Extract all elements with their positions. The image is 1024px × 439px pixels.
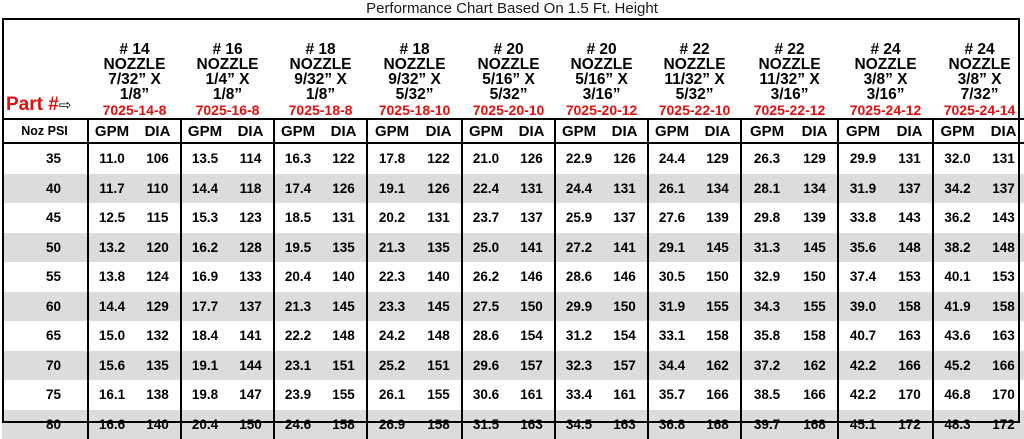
table-frame bbox=[2, 18, 1020, 423]
chart-title: Performance Chart Based On 1.5 Ft. Heigh… bbox=[0, 0, 1024, 18]
